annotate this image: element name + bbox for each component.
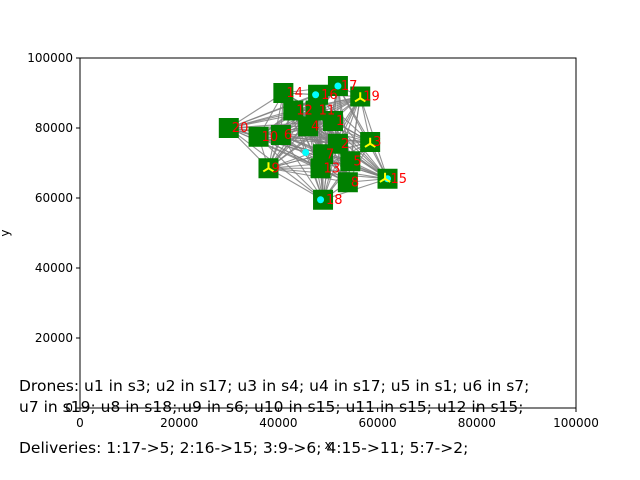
station-1-label: 1 (336, 114, 344, 129)
edge-5-17 (337, 85, 351, 162)
y-tick-label-5: 100000 (27, 51, 73, 65)
station-11-label: 11 (319, 104, 336, 119)
station-7-label: 7 (326, 147, 334, 162)
drone-8-arm-3 (379, 177, 386, 183)
station-14-label: 14 (286, 86, 303, 101)
station-16-label: 16 (321, 88, 338, 103)
x-tick-label-5: 100000 (553, 416, 599, 430)
drone-9-marker (364, 137, 376, 148)
station-12-label: 12 (296, 104, 313, 119)
drone-8-arm-2 (384, 177, 391, 183)
station-8-marker (337, 172, 358, 193)
station-13-label: 13 (324, 161, 341, 176)
edge-8-9 (268, 167, 348, 183)
station-13-marker (310, 158, 331, 179)
drone-7-arm-2 (359, 97, 366, 103)
x-axis-ticks: 0 20000 40000 60000 80000 100000 (76, 408, 599, 430)
station-4-label: 4 (311, 119, 319, 134)
station-6-label: 6 (284, 128, 292, 143)
drones-caption-line-2: u7 in s19; u8 in s18; u9 in s6; u10 in s… (19, 398, 524, 416)
x-tick-label-4: 80000 (458, 416, 496, 430)
drones-caption-line-1: Drones: u1 in s3; u2 in s17; u3 in s4; u… (19, 377, 530, 395)
deliveries-caption: Deliveries: 1:17->5; 2:16->15; 3:9->6; 4… (19, 439, 469, 457)
station-12-marker (283, 100, 304, 121)
y-tick-label-3: 60000 (35, 191, 73, 205)
station-10-marker (248, 126, 269, 147)
edge-13-20 (228, 127, 321, 169)
edge-10-18 (258, 136, 324, 201)
station-5-marker (340, 151, 361, 172)
station-8-label: 8 (351, 175, 359, 190)
station-10-label: 10 (262, 130, 279, 145)
station-9-label: 9 (271, 161, 279, 176)
station-3-label: 3 (373, 135, 381, 150)
x-tick-label-0: 0 (76, 416, 84, 430)
station-20-label: 20 (232, 121, 249, 136)
drone-2-marker (334, 82, 342, 90)
station-18-label: 18 (326, 193, 343, 208)
drone-7-arm-3 (354, 97, 361, 103)
y-tick-label-0: 0 (65, 401, 73, 415)
station-5-label: 5 (353, 154, 361, 169)
y-tick-label-1: 20000 (35, 331, 73, 345)
drone-6-arm-2 (267, 167, 275, 173)
station-6-marker (270, 125, 291, 145)
station-17-label: 17 (341, 79, 358, 94)
edge-15-16 (317, 94, 388, 180)
drone-9-arm-2 (369, 142, 376, 148)
y-tick-label-4: 80000 (35, 121, 73, 135)
drone-markers (262, 82, 392, 204)
station-19-label: 19 (363, 90, 380, 105)
x-tick-label-1: 20000 (160, 416, 198, 430)
x-tick-label-3: 60000 (359, 416, 397, 430)
drone-3-marker (312, 91, 320, 99)
station-2-label: 2 (341, 137, 349, 152)
station-4-marker (298, 116, 319, 137)
drone-6-marker (262, 162, 275, 173)
x-tick-label-2: 40000 (259, 416, 297, 430)
station-1-marker (322, 111, 343, 131)
station-11-marker (305, 100, 326, 121)
drone-9-arm-3 (364, 142, 371, 148)
x-axis-label: x (324, 438, 331, 452)
station-20-marker (218, 118, 239, 138)
drone-6-arm-3 (262, 167, 270, 173)
y-axis-ticks: 0 20000 40000 60000 80000 100000 (27, 51, 80, 415)
drone-7-marker (354, 92, 366, 103)
plot-frame (79, 57, 577, 409)
drone-5-marker (302, 149, 310, 156)
station-14-marker (273, 83, 294, 103)
y-tick-label-2: 40000 (35, 261, 73, 275)
station-15-label: 15 (391, 172, 408, 187)
y-axis-label: y (0, 229, 12, 236)
drone-8-marker (379, 172, 391, 183)
drone-1-marker (317, 196, 325, 204)
